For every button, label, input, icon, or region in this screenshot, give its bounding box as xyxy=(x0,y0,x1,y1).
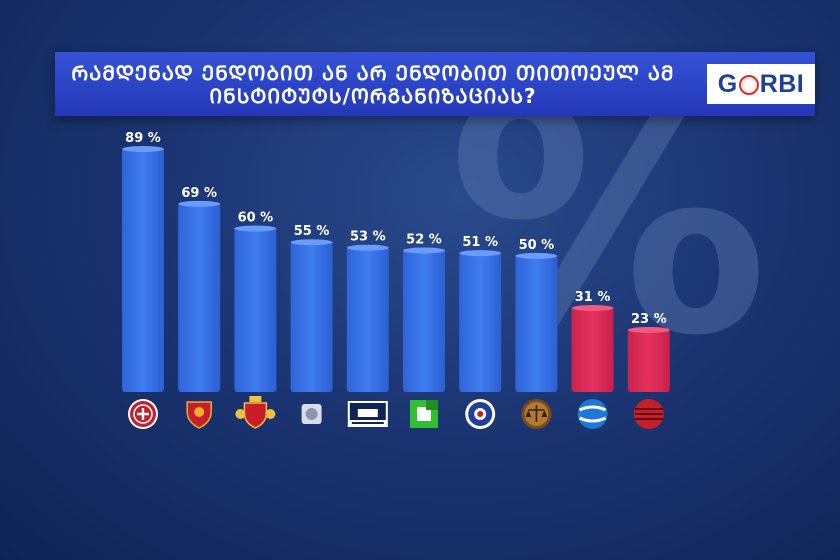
media-logo-icon xyxy=(577,399,608,429)
bar-top-cap xyxy=(515,252,558,259)
red-striped-globe-icon xyxy=(633,399,664,429)
bar-top-cap xyxy=(459,250,502,257)
bar-value-label: 52 % xyxy=(406,232,442,247)
bar-value-label: 60 % xyxy=(238,211,274,226)
chart-title: ᲠᲐᲛᲓᲔᲜᲐᲓ ᲔᲜᲓᲝᲑᲘᲗ ᲐᲜ ᲐᲠ ᲔᲜᲓᲝᲑᲘᲗ ᲗᲘᲗᲝᲔᲣᲚ Ა… xyxy=(71,61,675,108)
bar-top-cap xyxy=(571,305,614,312)
parliament-building-icon xyxy=(347,401,388,427)
bar xyxy=(122,148,164,392)
green-logo-icon xyxy=(410,400,438,428)
bar xyxy=(178,202,221,392)
bar xyxy=(234,227,277,392)
bar xyxy=(403,249,445,392)
bar-value-label: 53 % xyxy=(350,230,386,245)
bar xyxy=(290,241,333,392)
bar-value-label: 69 % xyxy=(181,186,217,201)
title-bar: ᲠᲐᲛᲓᲔᲜᲐᲓ ᲔᲜᲓᲝᲑᲘᲗ ᲐᲜ ᲐᲠ ᲔᲜᲓᲝᲑᲘᲗ ᲗᲘᲗᲝᲔᲣᲚ Ა… xyxy=(55,52,815,116)
bar-top-cap xyxy=(122,146,164,152)
police-emblem-icon xyxy=(465,399,496,429)
globe-icon xyxy=(738,75,759,95)
army-emblem-icon xyxy=(186,401,212,429)
ombudsman-emblem-icon xyxy=(301,404,322,424)
bar xyxy=(571,307,614,392)
justice-scales-icon xyxy=(521,399,552,429)
church-cross-emblem-icon xyxy=(128,399,158,429)
bar-value-label: 55 % xyxy=(294,224,330,239)
gorbi-logo: G RBI xyxy=(707,64,815,104)
bar-value-label: 89 % xyxy=(125,131,161,146)
bar xyxy=(627,328,670,392)
bar xyxy=(346,246,389,392)
bar-value-label: 31 % xyxy=(575,290,611,305)
bar-top-cap xyxy=(178,200,221,207)
gorbi-logo-text: G RBI xyxy=(717,69,805,98)
bar-top-cap xyxy=(403,247,445,254)
bar-top-cap xyxy=(346,244,389,251)
bar xyxy=(459,252,502,392)
bar-value-label: 50 % xyxy=(519,238,555,253)
bar-value-label: 23 % xyxy=(631,312,667,327)
bar-value-label: 51 % xyxy=(462,235,498,250)
bar-top-cap xyxy=(290,239,333,246)
state-coat-of-arms-icon xyxy=(235,396,276,429)
bar-top-cap xyxy=(627,326,670,333)
bar xyxy=(515,254,558,392)
bar-top-cap xyxy=(234,225,277,232)
